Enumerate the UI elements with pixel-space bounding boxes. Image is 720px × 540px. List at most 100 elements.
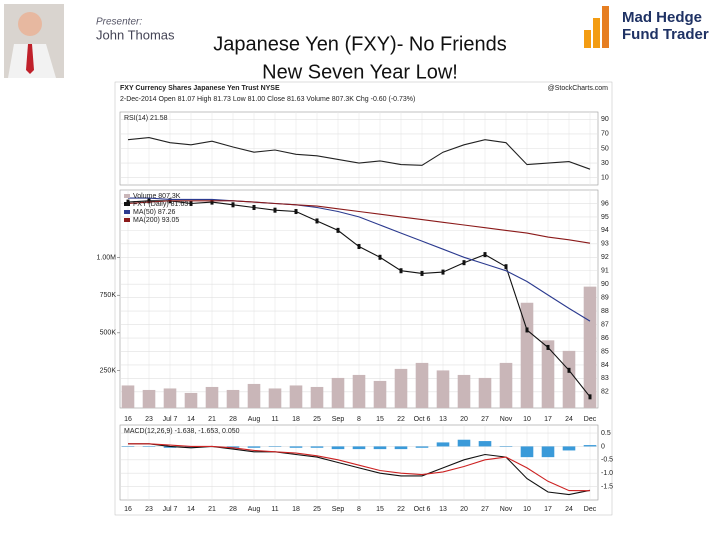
y-tick-label: 90 bbox=[601, 116, 609, 123]
x-tick-label: 13 bbox=[439, 416, 447, 423]
y-tick-label: 91 bbox=[601, 268, 609, 275]
price-marker bbox=[483, 252, 487, 258]
price-marker bbox=[336, 227, 340, 233]
title: New Seven Year Low! bbox=[262, 61, 458, 83]
price-marker bbox=[525, 327, 529, 333]
y-tick-label: 95 bbox=[601, 214, 609, 221]
y-tick-label: 90 bbox=[601, 281, 609, 288]
y2-tick-label: 1.00M bbox=[97, 254, 117, 261]
bar bbox=[415, 446, 429, 448]
line bbox=[127, 200, 591, 244]
x-tick-label: Aug bbox=[248, 416, 261, 423]
y-tick-label: -1.5 bbox=[601, 483, 613, 490]
x-tick-label: Oct 6 bbox=[414, 416, 431, 423]
x-tick-label: 11 bbox=[271, 416, 278, 423]
y-tick-label: 50 bbox=[601, 145, 609, 152]
y-tick-label: 94 bbox=[601, 227, 609, 234]
y-tick-label: 84 bbox=[601, 362, 609, 369]
x-tick-label: Oct 6 bbox=[414, 506, 431, 513]
bar bbox=[415, 362, 429, 408]
y-tick-label: 85 bbox=[601, 348, 609, 355]
x-tick-label: 8 bbox=[357, 506, 361, 513]
bar bbox=[562, 446, 576, 451]
bar bbox=[541, 446, 555, 458]
logo-text: Fund Trader bbox=[622, 26, 709, 43]
bar bbox=[457, 374, 471, 408]
bar bbox=[226, 446, 240, 448]
line bbox=[127, 137, 591, 170]
x-tick-label: 28 bbox=[229, 506, 237, 513]
price-marker bbox=[462, 260, 466, 266]
bar bbox=[121, 385, 135, 408]
y-tick-label: 88 bbox=[601, 308, 609, 315]
panel-title: MACD(12,26,9) -1.638, -1.653, 0.050 bbox=[124, 428, 240, 435]
x-tick-label: Sep bbox=[332, 506, 345, 513]
bar bbox=[121, 446, 135, 447]
logo-bar bbox=[584, 30, 591, 48]
bar bbox=[184, 446, 198, 448]
photo-tie bbox=[26, 44, 34, 74]
bar bbox=[436, 370, 450, 408]
chart-source: @StockCharts.com bbox=[548, 85, 609, 92]
bar bbox=[583, 286, 597, 408]
x-tick-label: 21 bbox=[208, 506, 216, 513]
x-tick-label: 27 bbox=[481, 416, 489, 423]
x-tick-label: 10 bbox=[523, 416, 531, 423]
y-tick-label: 82 bbox=[601, 389, 609, 396]
price-marker bbox=[546, 344, 550, 350]
y2-tick-label: 750K bbox=[100, 292, 117, 299]
logo-bar bbox=[593, 18, 600, 48]
legend-swatch bbox=[124, 202, 130, 206]
legend-label: Volume 807.3K bbox=[133, 193, 181, 200]
x-tick-label: 25 bbox=[313, 416, 321, 423]
price-marker bbox=[357, 244, 361, 250]
bar bbox=[352, 446, 366, 450]
x-tick-label: 13 bbox=[439, 506, 447, 513]
bar bbox=[142, 389, 156, 408]
bar bbox=[163, 446, 177, 448]
y-tick-label: 92 bbox=[601, 254, 609, 261]
panel-title: RSI(14) 21.58 bbox=[124, 115, 168, 122]
logo-text: Mad Hedge bbox=[622, 9, 702, 26]
bar bbox=[289, 385, 303, 408]
bar bbox=[331, 377, 345, 408]
price-marker bbox=[210, 199, 214, 205]
price-marker bbox=[420, 270, 424, 276]
x-tick-label: 16 bbox=[124, 506, 132, 513]
bar bbox=[289, 446, 303, 448]
x-tick-label: 11 bbox=[271, 506, 278, 513]
legend-swatch bbox=[124, 218, 130, 222]
bar bbox=[163, 388, 177, 408]
bar bbox=[373, 446, 387, 450]
price-marker bbox=[441, 269, 445, 275]
bar bbox=[583, 445, 597, 447]
chart-header: FXY Currency Shares Japanese Yen Trust N… bbox=[120, 85, 280, 92]
bar bbox=[268, 388, 282, 408]
bar bbox=[352, 374, 366, 408]
logo-bar bbox=[602, 6, 609, 48]
x-tick-label: Dec bbox=[584, 416, 597, 423]
x-tick-label: 23 bbox=[145, 416, 153, 423]
legend-swatch bbox=[124, 210, 130, 214]
y-tick-label: 86 bbox=[601, 335, 609, 342]
presenter-label: Presenter: bbox=[96, 17, 142, 28]
bar bbox=[310, 386, 324, 408]
price-marker bbox=[315, 218, 319, 224]
y-tick-label: 93 bbox=[601, 241, 609, 248]
y2-tick-label: 250K bbox=[100, 367, 117, 374]
bar bbox=[247, 383, 261, 408]
price-marker bbox=[147, 198, 151, 204]
photo-head bbox=[18, 12, 42, 36]
bar bbox=[247, 446, 261, 448]
price-marker bbox=[294, 209, 298, 215]
price-marker bbox=[273, 207, 277, 213]
legend-label: MA(200) 93.05 bbox=[133, 217, 179, 224]
bar bbox=[478, 377, 492, 408]
line bbox=[128, 197, 591, 322]
x-tick-label: 17 bbox=[544, 506, 552, 513]
y-tick-label: 70 bbox=[601, 131, 609, 138]
y-tick-label: 10 bbox=[601, 175, 609, 182]
x-tick-label: 22 bbox=[397, 506, 405, 513]
